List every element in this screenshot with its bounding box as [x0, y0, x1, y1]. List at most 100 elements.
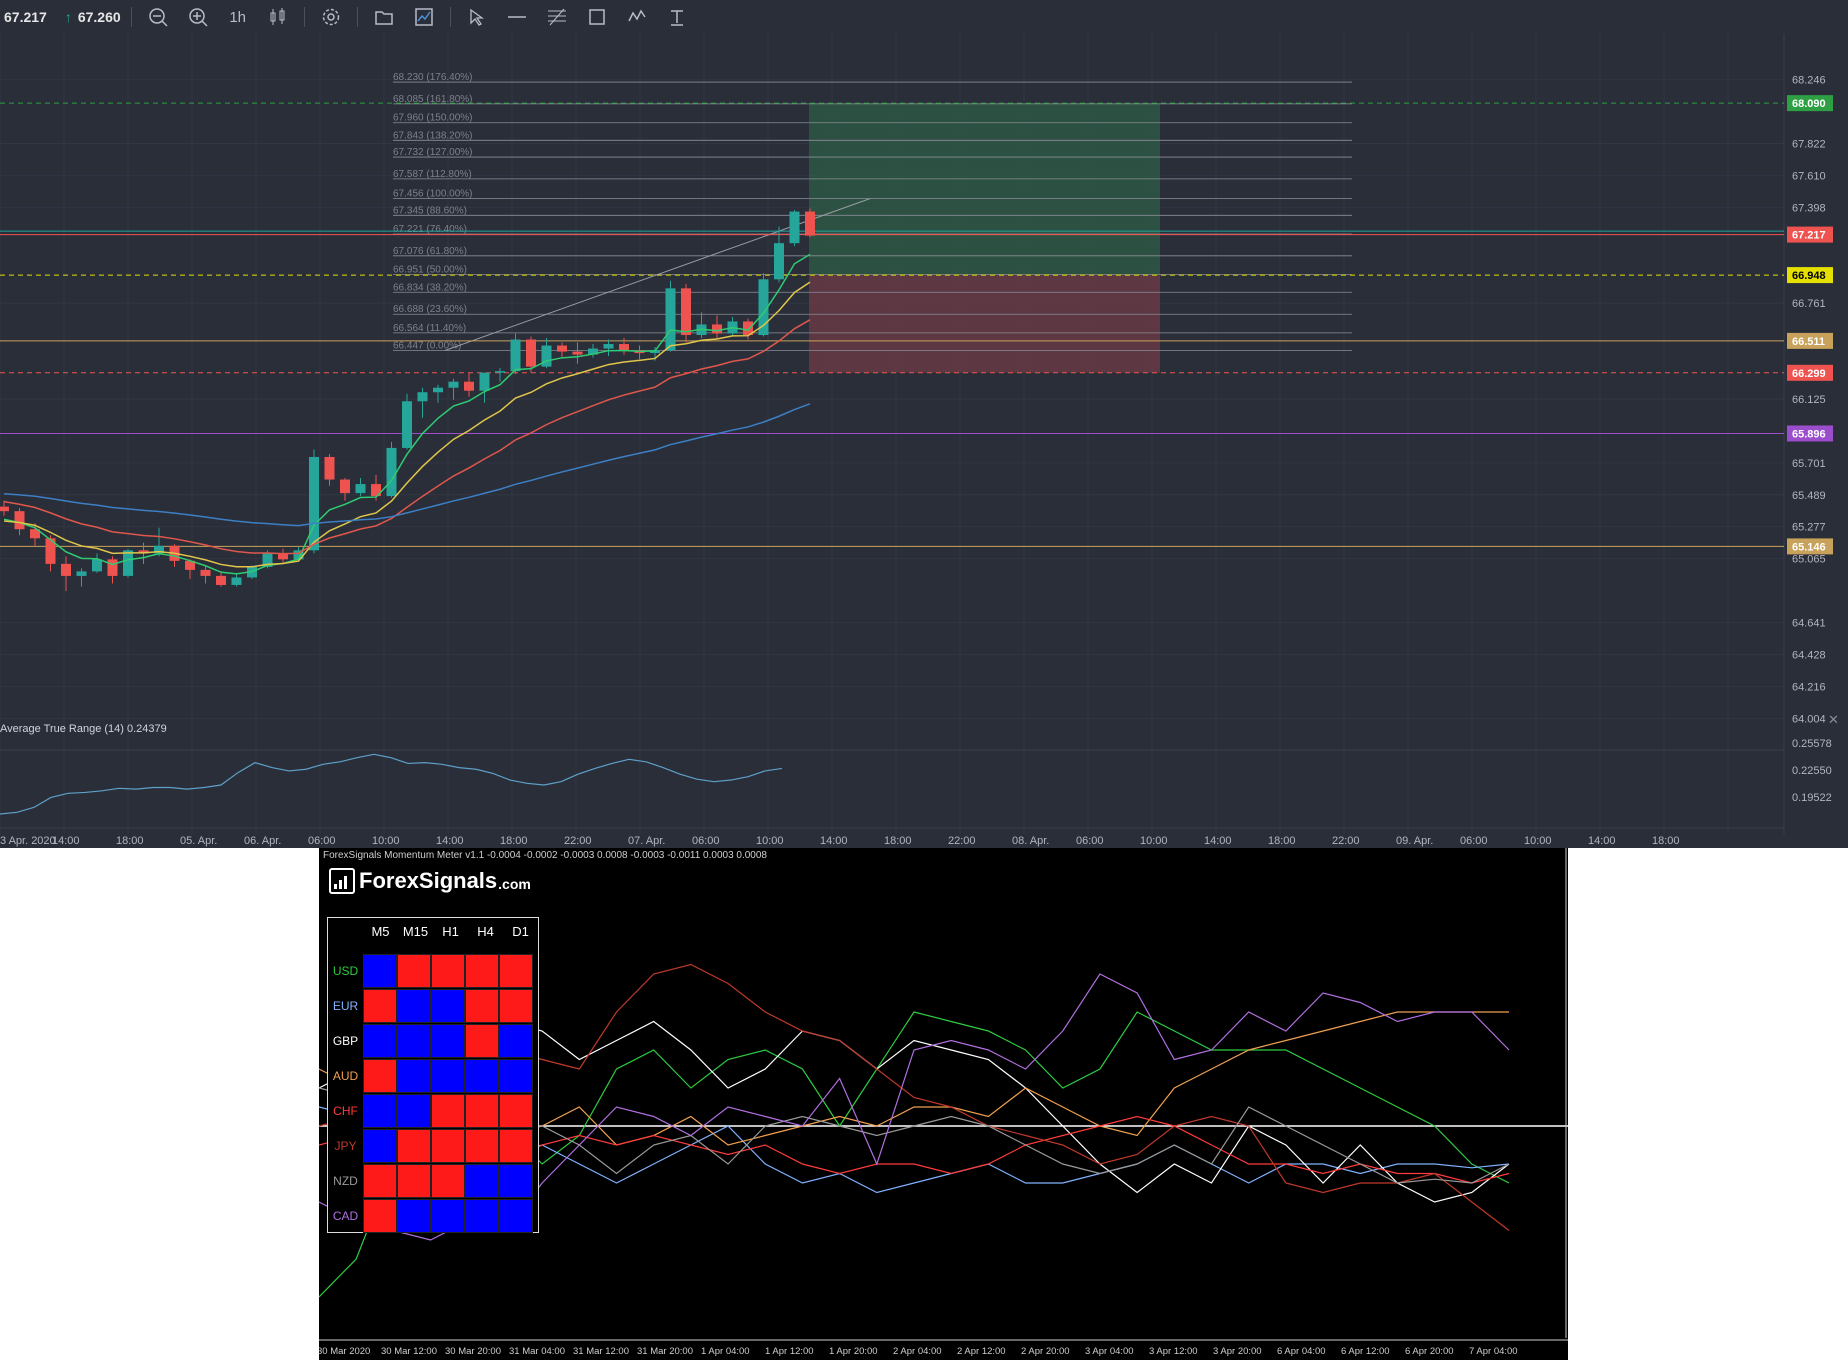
currency-label: EUR — [332, 998, 359, 1013]
brush-icon[interactable] — [617, 0, 657, 34]
currency-label: JPY — [334, 1138, 357, 1153]
momentum-cell — [363, 1198, 397, 1233]
candle-body — [681, 288, 691, 336]
time-tick-label: 18:00 — [1652, 835, 1680, 847]
time-tick-label: 10:00 — [756, 835, 784, 847]
meter-row-eur: EUR — [328, 988, 533, 1023]
time-tick-label: 30 Mar 20:00 — [445, 1346, 501, 1357]
time-tick-label: 7 Apr 04:00 — [1469, 1346, 1518, 1357]
take-profit-zone — [809, 103, 1160, 276]
price-tick-label: 65.489 — [1792, 490, 1826, 502]
timeframe-m15: M15 — [402, 924, 429, 939]
time-tick-label: 22:00 — [1332, 835, 1360, 847]
candle-body — [572, 351, 583, 355]
settings-icon[interactable] — [311, 0, 351, 34]
time-tick-label: 2 Apr 20:00 — [1021, 1346, 1070, 1357]
price-tick-label: 68.246 — [1792, 75, 1826, 87]
currency-label: CAD — [332, 1208, 359, 1223]
time-tick-label: 2 Apr 12:00 — [957, 1346, 1006, 1357]
meter-row-aud: AUD — [328, 1058, 533, 1093]
meter-row-chf: CHF — [328, 1093, 533, 1128]
momentum-cell — [363, 1093, 397, 1128]
price-chart[interactable]: 68.230 (176.40%) 68.085 (161.80%) 67.960 (… — [0, 34, 1848, 848]
momentum-cell — [363, 1023, 397, 1058]
time-tick-label: 06:00 — [1460, 835, 1488, 847]
momentum-cell — [465, 1198, 499, 1233]
momentum-cell — [397, 1163, 431, 1198]
candle-body — [619, 344, 629, 351]
price-badge-label: 66.948 — [1792, 270, 1826, 282]
fib-level-label: 67.076 (61.80%) — [393, 246, 467, 257]
time-tick-label: 10:00 — [372, 835, 400, 847]
momentum-cell — [397, 1058, 431, 1093]
fib-level-label: 66.447 (0.00%) — [393, 341, 461, 352]
time-tick-label: 30 Mar 12:00 — [381, 1346, 437, 1357]
time-tick-label: 06. Apr. — [244, 835, 281, 847]
zoom-in-icon[interactable] — [178, 0, 218, 34]
candle-body — [712, 324, 722, 334]
currency-label: NZD — [333, 1173, 358, 1188]
time-tick-label: 31 Mar 04:00 — [509, 1346, 565, 1357]
fib-level-label: 67.843 (138.20%) — [393, 130, 473, 141]
momentum-cell — [363, 1128, 397, 1163]
time-tick-label: 14:00 — [1204, 835, 1232, 847]
timeframe-h4: H4 — [477, 924, 494, 939]
candle-body — [603, 344, 614, 349]
momentum-cell — [499, 953, 533, 988]
time-tick-label: 10:00 — [1140, 835, 1168, 847]
candles-icon[interactable] — [258, 0, 298, 34]
momentum-cell — [499, 1023, 533, 1058]
price-badge-label: 65.896 — [1792, 428, 1826, 440]
candle-body — [402, 401, 412, 448]
candle-body — [324, 456, 335, 480]
text-icon[interactable] — [657, 0, 697, 34]
momentum-cell — [363, 1163, 397, 1198]
time-tick-label: 14:00 — [820, 835, 848, 847]
momentum-cell — [465, 988, 499, 1023]
price-tick-label: 64.216 — [1792, 681, 1826, 693]
fibonacci-icon[interactable] — [537, 0, 577, 34]
candle-body — [665, 288, 676, 351]
momentum-cell — [499, 1093, 533, 1128]
interval-button[interactable]: 1h — [229, 8, 246, 26]
candle-body — [510, 339, 521, 372]
candle-body — [200, 569, 211, 576]
folder-icon[interactable] — [364, 0, 404, 34]
momentum-cell — [431, 1198, 465, 1233]
momentum-cell — [431, 988, 465, 1023]
candle-body — [371, 484, 381, 497]
fib-level-label: 67.221 (76.40%) — [393, 224, 467, 235]
fib-level-label: 67.732 (127.00%) — [393, 147, 473, 158]
candle-body — [107, 559, 118, 576]
bar-chart-icon — [329, 868, 355, 894]
candle-body — [278, 553, 288, 560]
cursor-icon[interactable] — [457, 0, 497, 34]
candle-body — [805, 211, 815, 236]
time-tick-label: 10:00 — [1524, 835, 1552, 847]
time-tick-label: 07. Apr. — [628, 835, 665, 847]
candle-body — [479, 372, 490, 391]
rectangle-icon[interactable] — [577, 0, 617, 34]
time-tick-label: 08. Apr. — [1012, 835, 1049, 847]
time-tick-label: 1 Apr 12:00 — [765, 1346, 814, 1357]
momentum-cell — [397, 1093, 431, 1128]
horizontal-line-icon[interactable] — [497, 0, 537, 34]
candle-body — [588, 348, 598, 355]
price-badge — [1787, 364, 1833, 381]
time-tick-label: 31 Mar 12:00 — [573, 1346, 629, 1357]
momentum-meter-panel: 30 Mar 2020 30 Mar 12:00 30 Mar 20:00 31 Ma… — [319, 848, 1568, 1360]
time-tick-label: 18:00 — [1268, 835, 1296, 847]
price-tick-label: 66.125 — [1792, 394, 1826, 406]
momentum-cell — [363, 953, 397, 988]
candle-body — [262, 553, 273, 567]
chart-window-icon[interactable] — [404, 0, 444, 34]
fib-level-label: 68.230 (176.40%) — [393, 72, 473, 83]
price-badge — [1787, 538, 1833, 555]
fib-level-label: 66.951 (50.00%) — [393, 265, 467, 276]
zoom-out-icon[interactable] — [138, 0, 178, 34]
forexsignals-logo: ForexSignals .com — [329, 868, 531, 894]
momentum-cell — [465, 1058, 499, 1093]
time-tick-label: 22:00 — [564, 835, 592, 847]
meter-row-nzd: NZD — [328, 1163, 533, 1198]
fib-level-label: 66.564 (11.40%) — [393, 323, 466, 334]
